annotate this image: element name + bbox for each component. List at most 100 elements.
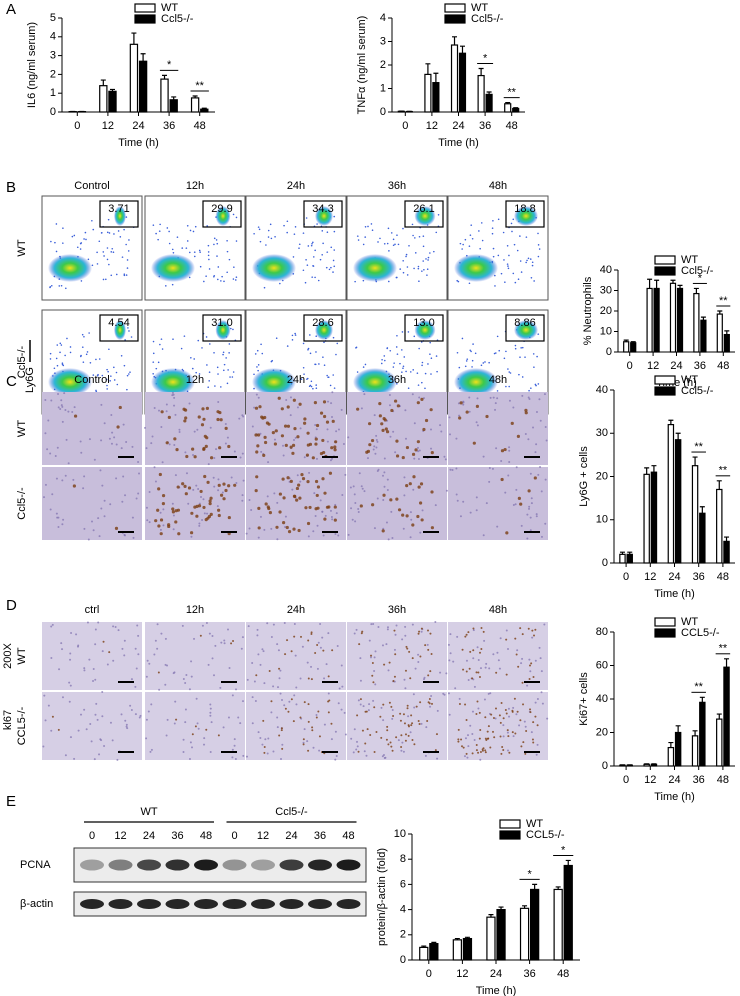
stained-cell <box>230 642 233 645</box>
nucleus <box>171 502 174 505</box>
nucleus <box>100 439 103 442</box>
nucleus <box>196 428 199 431</box>
micrograph <box>448 466 548 540</box>
event-dot <box>294 334 297 336</box>
x-tick-label: 12 <box>644 774 656 786</box>
stained-cell <box>430 490 434 494</box>
nucleus <box>508 715 511 718</box>
event-dot <box>98 240 101 243</box>
nucleus <box>276 716 279 719</box>
y-axis-label: Ki67+ cells <box>578 672 590 726</box>
error-bar <box>647 278 653 289</box>
stained-cell <box>263 435 267 439</box>
event-dot <box>176 236 179 238</box>
nucleus <box>69 684 72 687</box>
error-bar <box>421 945 427 948</box>
nucleus <box>248 527 251 530</box>
event-dot <box>503 357 506 360</box>
nucleus <box>46 448 49 451</box>
stained-cell <box>327 675 330 678</box>
event-dot <box>332 336 335 339</box>
nucleus <box>103 422 106 425</box>
event-dot <box>106 231 109 234</box>
nucleus <box>386 626 389 629</box>
event-dot <box>402 227 404 230</box>
event-dot <box>407 331 410 333</box>
event-dot <box>405 255 407 258</box>
stained-cell <box>257 506 261 511</box>
event-dot <box>221 275 223 278</box>
gate-value: 18.8 <box>514 203 535 215</box>
error-bar <box>700 316 706 321</box>
nucleus <box>192 454 195 457</box>
nucleus <box>535 443 538 446</box>
stained-cell <box>310 633 313 636</box>
y-tick-label: 60 <box>596 659 608 671</box>
event-dot <box>424 372 427 375</box>
nucleus <box>230 476 233 479</box>
group-label: WT <box>140 806 157 818</box>
event-dot <box>370 223 373 225</box>
event-dot <box>129 371 131 373</box>
stained-cell <box>175 718 178 721</box>
micrograph <box>42 691 142 761</box>
error-bar <box>619 551 625 555</box>
event-dot <box>317 279 320 282</box>
stained-cell <box>278 667 281 670</box>
nucleus <box>535 753 538 756</box>
stained-cell <box>174 509 178 513</box>
nucleus <box>363 393 366 396</box>
nucleus <box>412 488 415 491</box>
event-dot <box>396 334 398 337</box>
tissue <box>246 692 346 760</box>
stained-cell <box>173 437 177 441</box>
stained-cell <box>524 411 528 415</box>
nucleus <box>514 503 517 506</box>
nucleus <box>80 713 83 716</box>
nucleus <box>383 457 386 460</box>
bar <box>676 287 684 353</box>
nucleus <box>496 651 499 654</box>
event-dot <box>235 276 238 278</box>
nucleus <box>153 653 156 656</box>
bar <box>477 74 485 113</box>
tissue <box>448 467 548 540</box>
nucleus <box>209 711 212 714</box>
stained-cell <box>498 714 501 717</box>
stained-cell <box>419 482 424 486</box>
nucleus <box>315 457 318 460</box>
lane-label: 36 <box>171 830 183 842</box>
tissue <box>347 392 447 465</box>
nucleus <box>341 685 344 688</box>
nucleus <box>316 524 319 527</box>
bar <box>619 553 626 564</box>
nucleus <box>407 715 410 718</box>
event-dot <box>213 243 215 246</box>
event-dot <box>469 349 472 352</box>
event-dot <box>49 358 52 360</box>
row-label: Ccl5-/- <box>16 487 28 520</box>
stained-cell <box>333 448 337 452</box>
stained-cell <box>430 702 433 705</box>
nucleus <box>132 536 135 539</box>
nucleus <box>321 510 324 513</box>
nucleus <box>393 648 396 651</box>
population <box>215 206 231 226</box>
nucleus <box>527 438 530 441</box>
nucleus <box>158 409 161 412</box>
event-dot <box>333 215 336 218</box>
nucleus <box>539 657 542 660</box>
event-dot <box>265 244 267 246</box>
x-tick-label: 48 <box>194 120 206 132</box>
stained-cell <box>203 474 207 479</box>
column-label: ctrl <box>85 604 100 616</box>
nucleus <box>505 629 508 632</box>
nucleus <box>47 419 50 422</box>
stained-cell <box>255 450 259 454</box>
nucleus <box>482 455 485 458</box>
stained-cell <box>292 527 296 531</box>
y-tick-label: 20 <box>596 470 608 482</box>
y-tick-label: 30 <box>600 284 612 296</box>
stained-cell <box>419 655 422 658</box>
event-dot <box>462 243 464 246</box>
